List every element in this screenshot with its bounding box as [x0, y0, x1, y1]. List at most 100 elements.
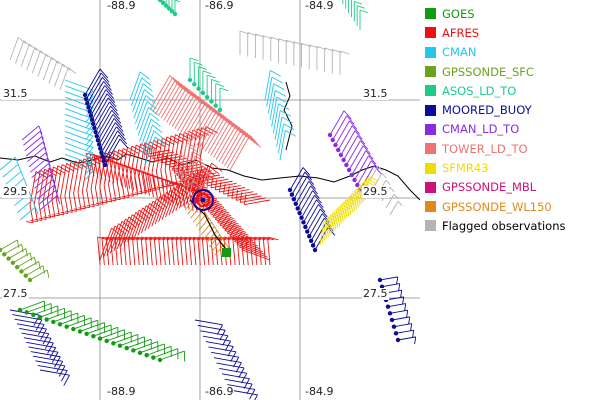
barb-station-dot: [295, 206, 300, 211]
legend-swatch: [425, 162, 436, 174]
legend-item-sfmr43: SFMR43: [422, 158, 598, 177]
barb-staff: [224, 130, 245, 167]
legend-label: TOWER_LD_TO: [442, 141, 528, 156]
barb-flag: [219, 87, 229, 92]
barb-flag: [150, 118, 161, 127]
barb-staff: [351, 150, 367, 176]
legend-swatch: [425, 104, 436, 116]
barb-staff: [141, 172, 146, 195]
barb-staff: [114, 237, 118, 266]
barb-staff: [35, 179, 53, 195]
barb-staff: [385, 193, 395, 209]
barb-flag: [241, 373, 248, 384]
barb-staff: [175, 237, 179, 266]
barb-station-dot: [124, 345, 129, 351]
barb-station-dot: [389, 317, 395, 323]
barb-staff: [149, 237, 153, 266]
barb-flag: [283, 123, 295, 130]
barb-staff: [196, 110, 218, 146]
barb-staff: [204, 178, 210, 201]
barb-staff: [116, 181, 121, 200]
barb-staff: [64, 148, 94, 160]
barb-flag: [82, 206, 90, 209]
barb-flag: [108, 199, 117, 202]
barb-flag: [314, 194, 322, 204]
barb-station-dot: [98, 146, 103, 151]
legend-label: GPSSONDE_MBL: [442, 180, 537, 195]
barb-flag: [111, 109, 120, 120]
barb-station-dot: [77, 329, 83, 334]
barb-station-dot: [24, 310, 29, 315]
barb-staff: [162, 237, 166, 266]
barb-staff: [308, 213, 323, 237]
barb-flag: [61, 370, 68, 382]
barb-station-dot: [297, 210, 302, 216]
barb-flag: [180, 83, 192, 96]
barb-flag: [70, 161, 83, 170]
barb-staff: [130, 207, 144, 240]
map-canvas[interactable]: [0, 0, 420, 400]
barb-staff: [15, 40, 25, 64]
barb-flag: [203, 169, 212, 175]
barb-staff: [219, 368, 247, 374]
goes-marker: [222, 248, 231, 257]
barb-staff: [48, 60, 58, 84]
barb-flag: [186, 87, 198, 101]
barb-flag: [54, 356, 61, 368]
cman-ld-band-2: [327, 110, 382, 193]
barb-flag: [125, 166, 135, 169]
barb-station-dot: [335, 147, 341, 153]
barb-flag: [396, 276, 399, 285]
barb-staff: [84, 68, 101, 96]
barb-staff: [12, 314, 42, 321]
barb-staff: [64, 108, 94, 120]
barb-staff: [224, 378, 253, 385]
barb-station-dot: [160, 0, 166, 5]
barb-staff: [46, 166, 54, 201]
barb-staff: [103, 134, 120, 162]
map-panel[interactable]: -88.9 -86.9 -84.9 -88.9 -86.9 -84.9 31.5…: [0, 0, 420, 400]
barb-flag: [205, 101, 217, 115]
legend-item-goes: GOES: [422, 4, 598, 23]
barb-flag: [202, 173, 205, 184]
legend-item-gpssonde-wl150: GPSSONDE_WL150: [422, 197, 598, 216]
barb-staff: [121, 147, 128, 181]
barb-staff: [335, 120, 350, 146]
barb-staff: [121, 180, 126, 199]
barb-staff: [133, 89, 145, 118]
barb-flag: [197, 191, 206, 194]
barb-station-dot: [209, 99, 214, 104]
barb-staff: [9, 37, 19, 61]
barb-staff: [340, 199, 347, 224]
barb-station-dot: [51, 319, 56, 325]
barb-flag: [95, 202, 103, 205]
barb-staff: [173, 166, 178, 185]
tower-band-2: [179, 137, 217, 201]
barb-flag: [210, 177, 214, 188]
lat-label-left-2: 29.5: [2, 185, 29, 198]
barb-flag: [58, 365, 66, 377]
barb-staff: [31, 50, 41, 74]
barb-station-dot: [89, 117, 95, 122]
barb-flag: [135, 144, 149, 152]
barb-flag: [278, 103, 290, 110]
barb-staff: [93, 156, 99, 178]
barb-flag: [113, 162, 123, 165]
barb-staff: [332, 115, 348, 141]
barb-staff: [25, 141, 44, 157]
barb-flag: [172, 77, 184, 90]
barb-flag: [69, 209, 77, 212]
barb-flag: [397, 200, 403, 207]
barb-flag: [206, 175, 209, 186]
barb-staff: [177, 165, 181, 180]
barb-staff: [182, 142, 188, 165]
legend-label: GPSSONDE_WL150: [442, 199, 552, 214]
barb-flag: [40, 328, 47, 340]
barb-flag: [304, 171, 313, 181]
barb-flag: [34, 218, 42, 221]
barb-staff: [53, 312, 78, 323]
barb-staff: [94, 187, 99, 206]
barb-flag: [211, 106, 223, 119]
barb-staff: [134, 143, 141, 178]
barb-flag: [127, 146, 140, 155]
